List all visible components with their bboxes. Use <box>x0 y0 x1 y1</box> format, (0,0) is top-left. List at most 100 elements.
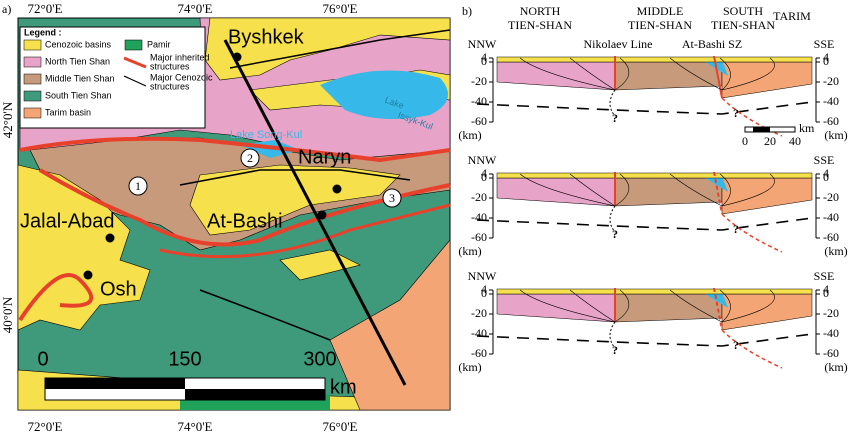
profile-line <box>223 39 407 386</box>
longitude-label: 76°0'E <box>323 1 358 16</box>
uncertain-mark: ? <box>612 111 618 125</box>
town-dot <box>232 52 242 62</box>
profile-marker <box>382 188 402 208</box>
fault-at-depth <box>609 321 616 349</box>
depth-tick-label: 0 <box>823 54 829 68</box>
scale-tick: 150 <box>168 348 201 370</box>
moho <box>476 217 813 231</box>
longitude-label: 72°0'E <box>28 419 63 434</box>
profile-marker-label: 2 <box>247 151 253 165</box>
fault <box>721 57 775 91</box>
legend-label: Cenozoic basins <box>45 39 112 49</box>
profile-marker <box>128 176 148 196</box>
inherited-structure <box>19 136 451 163</box>
depth-tick-label: -20 <box>823 190 839 204</box>
fault <box>719 289 731 323</box>
legend-swatch <box>123 56 147 69</box>
depth-tick-label: 4 <box>481 166 487 180</box>
fault <box>721 173 775 207</box>
legend-swatch <box>123 75 147 87</box>
depth-tick-label: -60 <box>823 346 839 360</box>
scale-tick: 0 <box>37 348 48 370</box>
legend-label: structures <box>150 61 190 71</box>
middle-tien-shan <box>614 61 723 91</box>
scale-bar <box>185 389 325 400</box>
legend-label: Major Cenozoic <box>150 72 213 82</box>
cenozoic-basin <box>496 288 813 295</box>
town-dot <box>83 270 93 280</box>
tarim-basin <box>329 239 451 411</box>
legend-label: North Tien Shan <box>45 56 110 66</box>
inherited-structure <box>713 171 723 215</box>
map-panel: a) 72°0'E 74°0'E 76°0'E 72°0'E 74°0'E 76… <box>0 1 451 434</box>
cenozoic-basin <box>496 56 813 63</box>
legend-label: Tarim basin <box>45 107 91 117</box>
pamir <box>702 176 728 192</box>
uncertain-mark: ? <box>733 106 739 120</box>
cenozoic-basin <box>496 172 813 179</box>
legend-label: Middle Tien Shan <box>45 73 115 83</box>
pamir <box>702 60 728 76</box>
cenozoic-structure <box>179 169 411 186</box>
fault <box>669 57 723 91</box>
tarim-basin <box>721 293 813 331</box>
fault <box>614 57 630 91</box>
fault <box>669 289 723 323</box>
depth-tick-label: -20 <box>471 190 487 204</box>
uncertain-mark: ? <box>612 343 618 357</box>
depth-unit: (km) <box>458 360 481 374</box>
fault <box>519 289 616 323</box>
longitude-label: 72°0'E <box>28 1 63 16</box>
depth-unit: (km) <box>824 360 847 374</box>
cenozoic-basin <box>189 164 401 236</box>
inherited-structure <box>713 287 723 331</box>
depth-tick-label: -60 <box>471 346 487 360</box>
longitude-label: 74°0'E <box>178 1 213 16</box>
profile-end: NNW <box>468 37 497 51</box>
cenozoic-basin <box>17 164 151 331</box>
profile-marker <box>240 148 260 168</box>
scale-bar <box>753 127 770 132</box>
depth-tick-label: -60 <box>471 230 487 244</box>
fault <box>614 289 630 323</box>
scale-bar <box>45 378 185 389</box>
inherited-structure <box>159 203 451 259</box>
town-dot <box>332 184 342 194</box>
fault <box>614 173 630 207</box>
middle-tien-shan <box>614 177 723 207</box>
header: SOUTH <box>723 4 763 18</box>
pamir <box>702 292 728 308</box>
depth-tick-label: 0 <box>481 170 487 184</box>
header: TARIM <box>773 9 811 23</box>
scale-tick: 40 <box>789 134 801 148</box>
legend-swatch <box>23 39 42 51</box>
place-label: Byshkek <box>228 26 305 48</box>
fault <box>569 289 616 323</box>
fault-at-depth <box>721 97 783 137</box>
place-label: At-Bashi <box>207 210 283 232</box>
legend-label: structures <box>150 81 190 91</box>
inherited-structure <box>38 168 451 247</box>
fault <box>569 57 616 91</box>
fault-at-depth <box>721 213 783 253</box>
cenozoic-structure <box>229 29 451 69</box>
scale-tick: 0 <box>742 134 748 148</box>
town-dot <box>105 233 115 243</box>
structure-label: At-Bashi SZ <box>682 37 742 51</box>
fault <box>719 57 731 91</box>
fault-at-depth <box>609 205 616 233</box>
panel-label: b) <box>462 4 472 18</box>
depth-tick-label: -40 <box>823 326 839 340</box>
legend-swatch <box>124 39 143 51</box>
depth-tick-label: 4 <box>481 282 487 296</box>
fault <box>719 173 731 207</box>
fault <box>519 173 616 207</box>
depth-tick-label: 4 <box>481 50 487 64</box>
fault <box>721 289 775 323</box>
depth-tick-label: -40 <box>471 326 487 340</box>
legend-swatch <box>23 56 42 68</box>
legend-label: South Tien Shan <box>45 90 112 100</box>
place-label: Osh <box>100 278 137 300</box>
panel-label: a) <box>2 2 11 16</box>
profile-end: SSE <box>814 153 835 167</box>
